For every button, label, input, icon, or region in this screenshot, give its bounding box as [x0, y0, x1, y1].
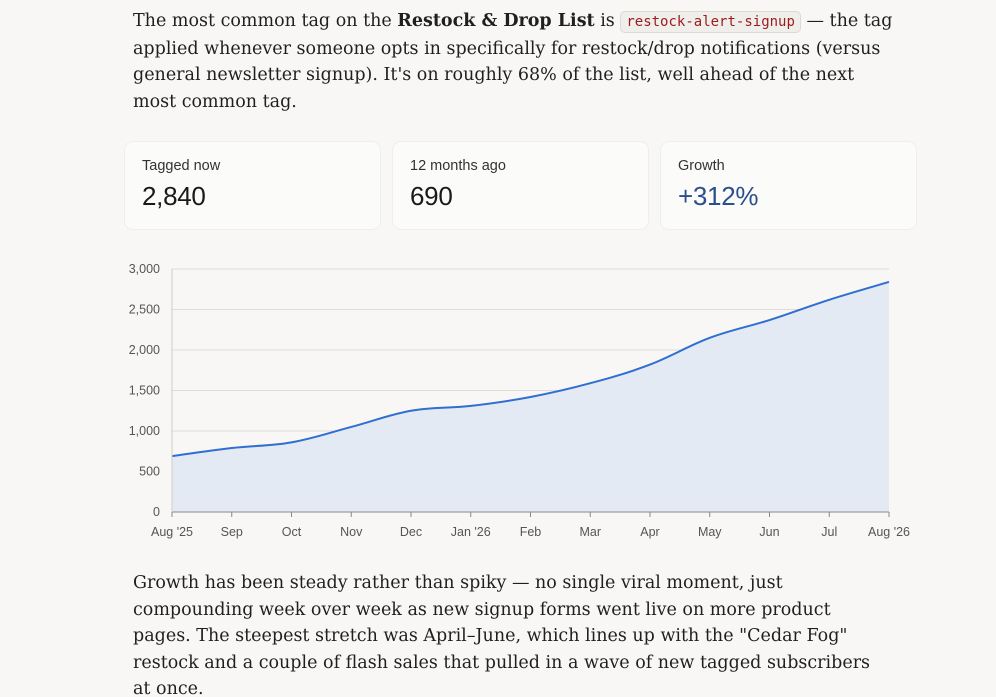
- intro-text-1: The most common tag on the: [133, 11, 398, 31]
- y-tick-label: 1,500: [129, 384, 160, 398]
- list-name: Restock & Drop List: [397, 11, 595, 31]
- stat-label: 12 months ago: [410, 158, 506, 174]
- x-tick-label: Apr: [640, 525, 659, 539]
- stat-value: 2,840: [142, 181, 206, 211]
- x-tick-label: Jul: [821, 525, 837, 539]
- x-tick-label: May: [698, 525, 722, 539]
- y-tick-label: 1,000: [129, 424, 160, 438]
- x-tick-label: Oct: [282, 525, 302, 539]
- x-tick-label: Aug '26: [868, 525, 910, 539]
- intro-text-3: — the tag applied whenever someone opts …: [133, 11, 893, 112]
- stat-label: Tagged now: [142, 158, 221, 174]
- stat-card-growth: Growth +312%: [661, 142, 916, 229]
- x-tick-label: Feb: [520, 525, 542, 539]
- y-axis-ticks: 0 500 1,000 1,500 2,000 2,500 3,000: [129, 262, 160, 519]
- x-tick-label: Aug '25: [151, 525, 193, 539]
- series-line: [171, 281, 890, 458]
- tag-code: restock-alert-signup: [620, 11, 801, 33]
- stat-value: 690: [410, 181, 453, 211]
- x-tick-label: Sep: [221, 525, 243, 539]
- y-tick-label: 3,000: [129, 262, 160, 276]
- stat-value-growth: +312%: [678, 181, 759, 211]
- y-tick-label: 2,500: [129, 303, 160, 317]
- y-tick-label: 0: [153, 505, 160, 519]
- x-tick-label: Jan '26: [451, 525, 491, 539]
- intro-text-2: is: [594, 11, 621, 31]
- outro-paragraph: Growth has been steady rather than spiky…: [133, 573, 871, 697]
- tag-growth-chart: 0 500 1,000 1,500 2,000 2,500 3,000 Aug '25 Sep…: [129, 262, 910, 539]
- x-tick-label: Nov: [340, 525, 363, 539]
- intro-paragraph: The most common tag on the Restock & Dro…: [133, 8, 893, 115]
- y-tick-label: 500: [139, 465, 160, 479]
- y-tick-label: 2,000: [129, 343, 160, 357]
- stat-card-tagged-now: Tagged now 2,840: [125, 142, 380, 229]
- x-tick-label: Jun: [759, 525, 779, 539]
- x-tick-label: Mar: [579, 525, 601, 539]
- stat-label: Growth: [678, 158, 725, 174]
- stat-card-12-months-ago: 12 months ago 690: [393, 142, 648, 229]
- x-axis-ticks: Aug '25 Sep Oct Nov Dec Jan '26 Feb Mar Apr May Ju…: [151, 512, 910, 539]
- x-tick-label: Dec: [400, 525, 422, 539]
